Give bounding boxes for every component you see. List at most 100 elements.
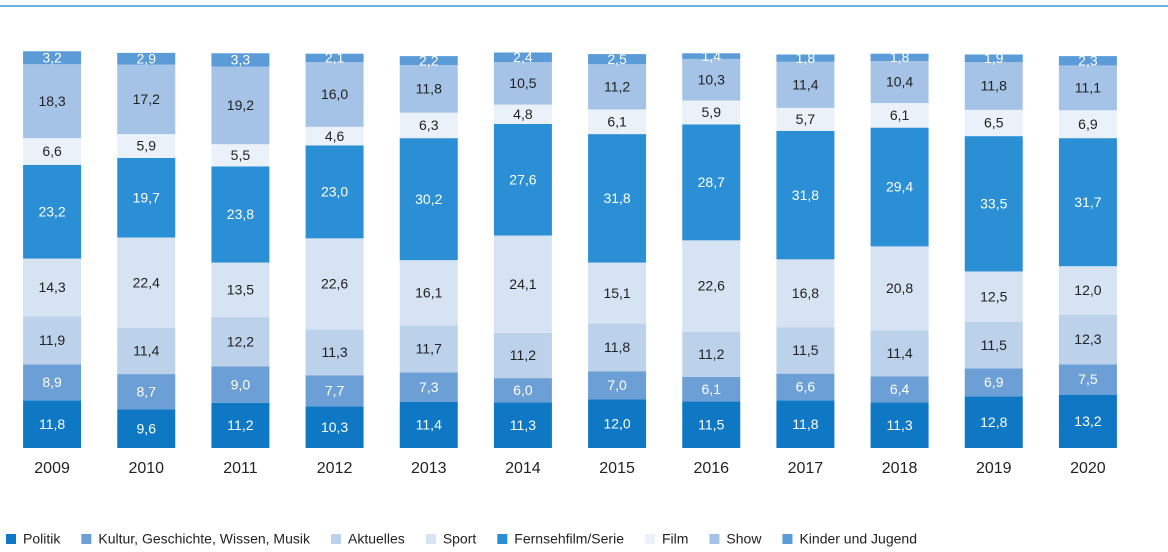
bar-segment [117, 237, 176, 329]
bar-segment [964, 321, 1023, 369]
value-label: 11,8 [981, 78, 1007, 94]
value-label: 14,3 [38, 279, 65, 295]
bar-segment [399, 56, 458, 66]
value-label: 11,5 [981, 337, 1007, 353]
bar-segment [117, 409, 176, 448]
value-label: 11,3 [321, 344, 347, 360]
value-label: 13,5 [227, 282, 254, 298]
bar-segment [399, 401, 458, 448]
bar-segment [305, 145, 364, 239]
bar-segment [870, 53, 929, 61]
value-label: 29,4 [886, 179, 913, 195]
bar-segment [493, 378, 552, 403]
value-label: 6,1 [890, 107, 910, 123]
value-label: 6,9 [984, 374, 1004, 390]
legend-swatch [782, 534, 793, 544]
value-label: 5,9 [702, 104, 722, 120]
value-label: 3,2 [42, 49, 62, 65]
x-tick-label: 2013 [411, 460, 447, 477]
bar-segment [493, 123, 552, 236]
bar-segment [964, 62, 1023, 110]
value-label: 6,4 [890, 381, 910, 397]
legend-swatch [6, 534, 16, 544]
bar-segment [493, 332, 552, 379]
bar-segment [870, 402, 929, 448]
legend-label: Fernsehfilm/Serie [514, 531, 624, 547]
value-label: 6,1 [607, 113, 627, 129]
value-label: 11,2 [698, 346, 724, 362]
value-label: 17,2 [133, 91, 160, 107]
value-label: 4,6 [325, 128, 345, 144]
value-label: 6,9 [1078, 116, 1098, 132]
bar-segment [776, 259, 835, 328]
legend-swatch [331, 534, 341, 544]
value-label: 8,9 [42, 374, 62, 390]
bar-segment [23, 51, 82, 65]
bar-segment [305, 53, 364, 63]
bar-segment [117, 328, 176, 375]
bar-segment [776, 327, 835, 374]
value-label: 11,8 [416, 81, 442, 97]
bar-segment [305, 329, 364, 376]
value-label: 6,1 [702, 381, 722, 397]
value-label: 12,3 [1074, 331, 1101, 347]
value-label: 31,7 [1074, 194, 1101, 210]
bar-segment [211, 262, 270, 318]
bar-segment [870, 376, 929, 403]
bar-segment [23, 364, 82, 401]
value-label: 28,7 [698, 174, 725, 190]
bar-segment [399, 325, 458, 373]
legend-label: Sport [443, 531, 477, 547]
bar-segment [1058, 110, 1117, 139]
value-label: 12,0 [1074, 282, 1101, 298]
bar-segment [493, 62, 552, 105]
bar-segment [23, 400, 82, 448]
bar-segment [964, 136, 1023, 272]
value-label: 11,4 [886, 345, 912, 361]
bar-segment [493, 104, 552, 124]
bar-segment [1058, 394, 1117, 448]
bar-segment [682, 53, 741, 59]
bar-segment [870, 102, 929, 128]
bar-segment [964, 271, 1023, 322]
bar-segment [23, 164, 82, 259]
bar-segment [964, 368, 1023, 397]
value-label: 6,6 [42, 143, 62, 159]
bar-segment [305, 238, 364, 330]
value-label: 27,6 [509, 171, 536, 187]
value-label: 9,6 [137, 420, 157, 436]
value-label: 10,3 [321, 419, 348, 435]
bar-segment [399, 260, 458, 326]
bar-segment [682, 331, 741, 377]
value-label: 7,3 [419, 379, 439, 395]
legend-swatch [644, 534, 655, 544]
bar-segment [776, 130, 835, 260]
bar-segment [682, 401, 741, 448]
value-label: 4,8 [513, 106, 533, 122]
bar-segment [682, 100, 741, 125]
value-label: 31,8 [792, 187, 819, 203]
value-label: 11,3 [886, 417, 912, 433]
bar-segment [1058, 314, 1117, 365]
x-tick-label: 2020 [1070, 460, 1106, 477]
bar-segment [682, 124, 741, 241]
x-tick-label: 2009 [34, 460, 70, 477]
value-label: 10,4 [886, 74, 913, 90]
bar-segment [399, 138, 458, 261]
value-label: 1,9 [984, 50, 1004, 66]
bar-segment [117, 374, 176, 410]
value-label: 1,4 [702, 48, 722, 64]
bar-segment [211, 317, 270, 367]
value-label: 12,8 [980, 414, 1007, 430]
x-tick-label: 2016 [693, 460, 729, 477]
bar-segment [870, 330, 929, 377]
value-label: 5,5 [231, 147, 251, 163]
x-tick-label: 2014 [505, 460, 541, 477]
value-label: 11,7 [416, 341, 442, 357]
x-tick-label: 2010 [128, 460, 164, 477]
bar-segment [776, 54, 835, 62]
bar-segment [117, 64, 176, 135]
value-label: 22,6 [698, 278, 725, 294]
value-label: 2,3 [1078, 52, 1098, 68]
legend-swatch [497, 534, 508, 544]
